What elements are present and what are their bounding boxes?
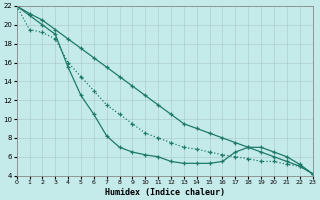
X-axis label: Humidex (Indice chaleur): Humidex (Indice chaleur) [105, 188, 225, 197]
